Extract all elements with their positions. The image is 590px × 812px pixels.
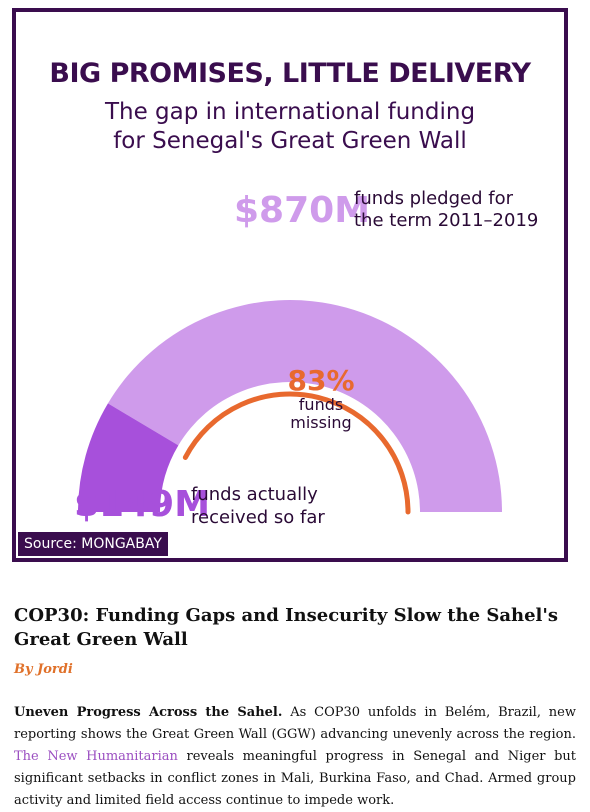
infographic-title: BIG PROMISES, LITTLE DELIVERY <box>49 58 531 89</box>
source-tag: Source: MONGABAY <box>18 532 168 556</box>
pledged-funds-arc <box>107 300 502 512</box>
subtitle-line-1: The gap in international funding <box>104 99 476 125</box>
missing-note-line-1: funds <box>299 395 343 414</box>
infographic-frame: BIG PROMISES, LITTLE DELIVERY The gap in… <box>12 8 568 562</box>
pledged-amount-label: $870M <box>234 190 370 231</box>
received-amount-label: $149M <box>74 484 210 525</box>
infographic-subtitle: The gap in international funding for Sen… <box>16 98 564 156</box>
paragraph-text-1: As COP30 unfolds in Belém, Brazil, new r… <box>14 705 577 742</box>
article-byline: By Jordi <box>14 662 73 677</box>
article-paragraph: Uneven Progress Across the Sahel. As COP… <box>14 702 576 812</box>
missing-funds-arc <box>182 391 411 515</box>
funding-gauge-chart: $870M funds pledged for the term 2011–20… <box>74 188 538 528</box>
article-headline: COP30: Funding Gaps and Insecurity Slow … <box>14 605 559 650</box>
received-note-line-1: funds actually <box>191 484 318 505</box>
received-note-line-2: received so far <box>191 507 325 528</box>
received-funds-arc <box>78 403 179 512</box>
new-humanitarian-link[interactable]: The New Humanitarian <box>14 749 178 764</box>
missing-percent-label: 83% <box>287 364 354 397</box>
subtitle-line-2: for Senegal's Great Green Wall <box>113 128 467 154</box>
paragraph-lead: Uneven Progress Across the Sahel. <box>14 705 283 720</box>
pledged-note-line-2: the term 2011–2019 <box>354 210 538 231</box>
missing-note-line-2: missing <box>290 413 351 432</box>
pledged-note-line-1: funds pledged for <box>354 188 514 209</box>
paragraph-text-2: reveals meaningful progress in Senegal a… <box>14 749 576 808</box>
